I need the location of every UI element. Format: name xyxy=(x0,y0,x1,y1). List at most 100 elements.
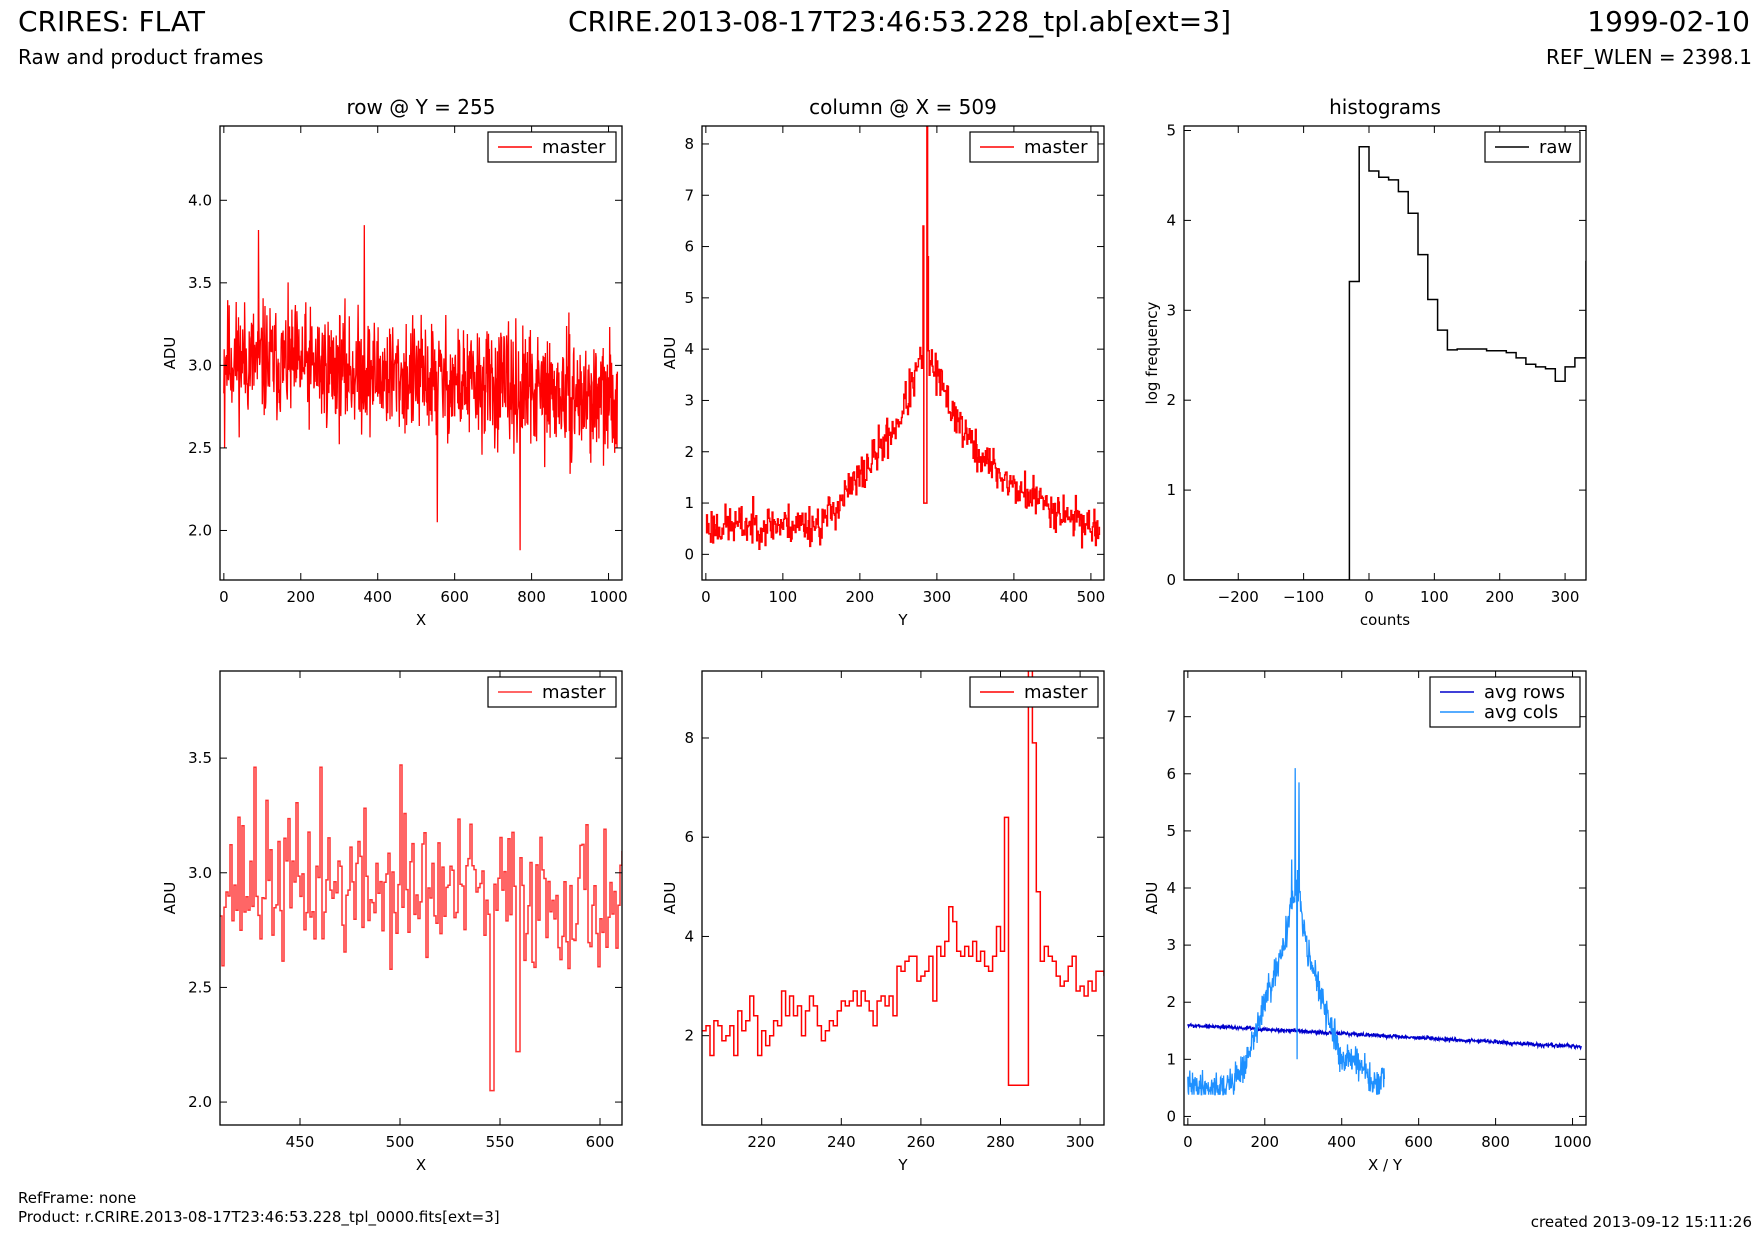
y-tick-label: 2.5 xyxy=(188,439,212,457)
x-tick-label: 280 xyxy=(986,1133,1015,1151)
y-tick-label: 2 xyxy=(1166,391,1176,409)
x-axis-label: counts xyxy=(1360,611,1410,629)
x-tick-label: 220 xyxy=(747,1133,776,1151)
y-tick-label: 6 xyxy=(684,238,694,256)
x-tick-label: 0 xyxy=(219,588,229,606)
subtitle: Raw and product frames xyxy=(18,45,264,69)
x-tick-label: 600 xyxy=(1404,1133,1433,1151)
legend-box xyxy=(1429,676,1581,728)
legend: raw xyxy=(1484,131,1581,163)
x-tick-label: 240 xyxy=(827,1133,856,1151)
x-tick-label: 1000 xyxy=(1553,1133,1591,1151)
y-tick-label: 6 xyxy=(684,828,694,846)
y-tick-label: 2 xyxy=(684,1027,694,1045)
y-tick-label: 3 xyxy=(684,391,694,409)
series-line-avg-rows xyxy=(1187,1022,1583,1051)
x-tick-label: 500 xyxy=(386,1133,415,1151)
series-line-raw xyxy=(1184,145,1586,580)
y-tick-label: 1 xyxy=(684,494,694,512)
y-axis-label: ADU xyxy=(661,882,679,915)
x-axis-label: Y xyxy=(897,1156,908,1174)
ref-wlen-label: REF_WLEN = 2398.1 xyxy=(1545,45,1752,69)
legend: master xyxy=(487,131,617,163)
x-tick-label: 0 xyxy=(701,588,711,606)
x-tick-label: −200 xyxy=(1218,588,1259,606)
y-tick-label: 8 xyxy=(684,135,694,153)
plot-frame xyxy=(1183,125,1587,581)
footer-ref-frame: RefFrame: none xyxy=(18,1189,137,1207)
plot-frame xyxy=(701,670,1105,1126)
y-tick-label: 7 xyxy=(1166,708,1176,726)
y-axis-label: ADU xyxy=(161,882,179,915)
y-tick-label: 4.0 xyxy=(188,191,212,209)
y-tick-label: 6 xyxy=(1166,765,1176,783)
legend-label: master xyxy=(1024,682,1088,703)
y-tick-label: 5 xyxy=(684,289,694,307)
chart-hist: histograms −200 −100 0 100 200 300 0 1 2 3 4 5 counts… xyxy=(1143,95,1587,629)
y-tick-label: 4 xyxy=(684,927,694,945)
y-tick-label: 2 xyxy=(1166,993,1176,1011)
legend-label: avg cols xyxy=(1484,702,1558,723)
x-tick-label: 800 xyxy=(517,588,546,606)
y-tick-label: 8 xyxy=(684,729,694,747)
y-tick-label: 4 xyxy=(1166,211,1176,229)
y-tick-label: 0 xyxy=(684,545,694,563)
x-tick-label: 300 xyxy=(923,588,952,606)
plot-frame xyxy=(219,125,623,581)
x-tick-label: 260 xyxy=(907,1133,936,1151)
x-axis-label: X xyxy=(416,1156,426,1174)
x-tick-label: 400 xyxy=(1000,588,1029,606)
chart-row-zoom: 450 500 550 600 2.0 2.5 3.0 3.5 X ADU master xyxy=(161,670,623,1174)
x-tick-label: 100 xyxy=(769,588,798,606)
x-tick-label: 400 xyxy=(1327,1133,1356,1151)
footer-created: created 2013-09-12 15:11:26 xyxy=(1530,1213,1752,1231)
series-line-master xyxy=(705,126,1101,550)
chart-row-full: row @ Y = 255 0 200 400 600 800 1000 2.0 2.5 3.0 3… xyxy=(161,95,628,629)
chart-col-full: column @ X = 509 0 100 200 300 400 500 0 1 2 3 4 5 6 7… xyxy=(661,95,1105,629)
y-tick-label: 5 xyxy=(1166,121,1176,139)
y-tick-label: 1 xyxy=(1166,481,1176,499)
legend-label: master xyxy=(1024,137,1088,158)
y-tick-label: 3.5 xyxy=(188,749,212,767)
legend-label: master xyxy=(542,682,606,703)
series-line-avg-cols xyxy=(1187,768,1386,1096)
legend-label: raw xyxy=(1539,137,1572,158)
y-axis-label: log frequency xyxy=(1143,301,1161,404)
x-tick-label: 550 xyxy=(486,1133,515,1151)
y-tick-label: 1 xyxy=(1166,1050,1176,1068)
chart-title: row @ Y = 255 xyxy=(347,95,496,119)
x-axis-label: X / Y xyxy=(1368,1156,1403,1174)
app-title: CRIRES: FLAT xyxy=(18,5,205,38)
x-tick-label: 1000 xyxy=(589,588,627,606)
y-tick-label: 3.0 xyxy=(188,356,212,374)
legend: master xyxy=(487,676,617,708)
legend-label: master xyxy=(542,137,606,158)
x-tick-label: 200 xyxy=(1485,588,1514,606)
legend-label: avg rows xyxy=(1484,682,1565,703)
x-tick-label: 200 xyxy=(286,588,315,606)
y-tick-label: 2.5 xyxy=(188,978,212,996)
series-line-master xyxy=(702,671,1104,1087)
chart-avg: 0 200 400 600 800 1000 0 1 2 3 4 5 6 7 X / Y ADU avg row… xyxy=(1143,670,1592,1174)
x-tick-label: 0 xyxy=(1183,1133,1193,1151)
series-line-master xyxy=(220,764,622,1092)
y-tick-label: 4 xyxy=(1166,879,1176,897)
y-tick-label: 7 xyxy=(684,186,694,204)
plot-frame xyxy=(1183,670,1587,1126)
legend: master xyxy=(969,676,1099,708)
y-tick-label: 2.0 xyxy=(188,1093,212,1111)
chart-col-zoom: 220 240 260 280 300 2 4 6 8 Y ADU master xyxy=(661,670,1105,1174)
x-tick-label: 200 xyxy=(846,588,875,606)
x-tick-label: 600 xyxy=(440,588,469,606)
x-tick-label: 450 xyxy=(286,1133,315,1151)
y-tick-label: 3.0 xyxy=(188,864,212,882)
legend-box xyxy=(487,676,617,708)
x-axis-label: Y xyxy=(897,611,908,629)
y-tick-label: 2 xyxy=(684,443,694,461)
chart-title: column @ X = 509 xyxy=(809,95,997,119)
y-tick-label: 0 xyxy=(1166,1107,1176,1125)
y-axis-label: ADU xyxy=(1143,882,1161,915)
series-line-master xyxy=(223,225,619,551)
